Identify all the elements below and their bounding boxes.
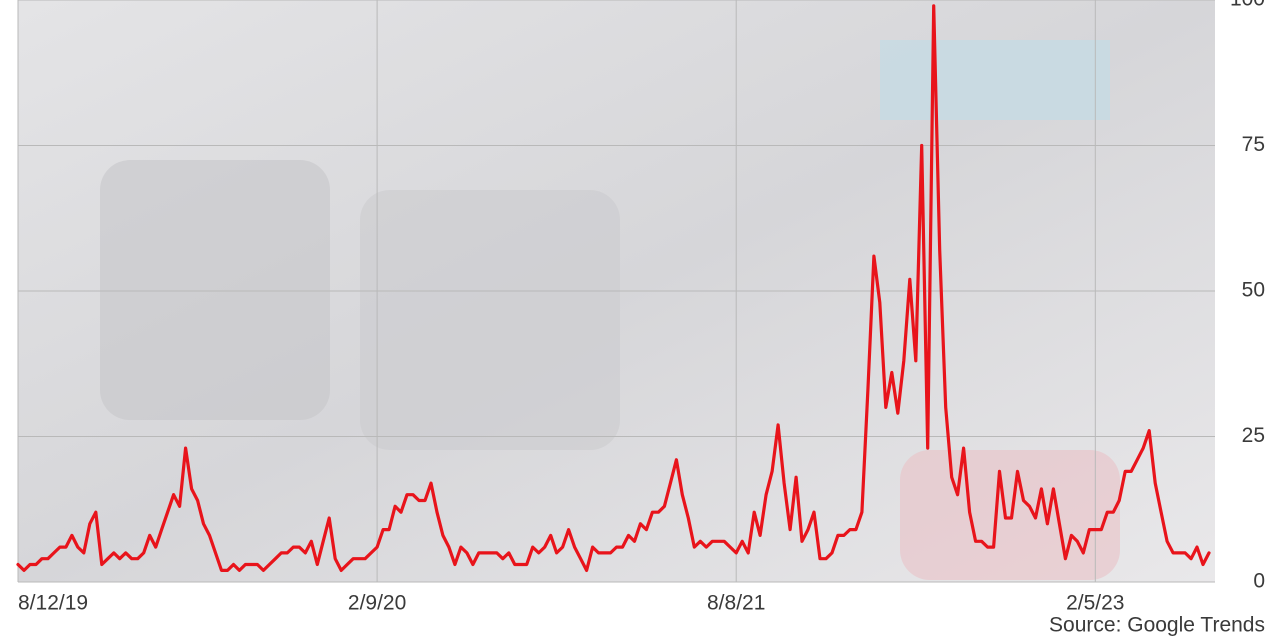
- photo-car: [900, 450, 1120, 580]
- x-tick-label: 8/12/19: [18, 592, 88, 615]
- photo-car: [360, 190, 620, 450]
- y-tick-label: 50: [1242, 279, 1265, 302]
- plot-area: 0 25 50 75 100 8/12/19 2/9/20 8/8/21 2/5/23: [16, 0, 1265, 615]
- x-tick-label: 2/9/20: [348, 592, 406, 615]
- photo-car: [100, 160, 330, 420]
- y-tick-label: 0: [1253, 570, 1265, 593]
- source-note: Source: Google Trends: [1049, 614, 1265, 637]
- y-tick-label: 25: [1242, 424, 1265, 447]
- x-tick-label: 2/5/23: [1066, 592, 1124, 615]
- y-tick-label: 75: [1242, 133, 1265, 156]
- photo-truck: [880, 40, 1110, 120]
- y-tick-label: 100: [1230, 0, 1265, 11]
- x-tick-label: 8/8/21: [707, 592, 765, 615]
- trend-line: [16, 4, 1211, 572]
